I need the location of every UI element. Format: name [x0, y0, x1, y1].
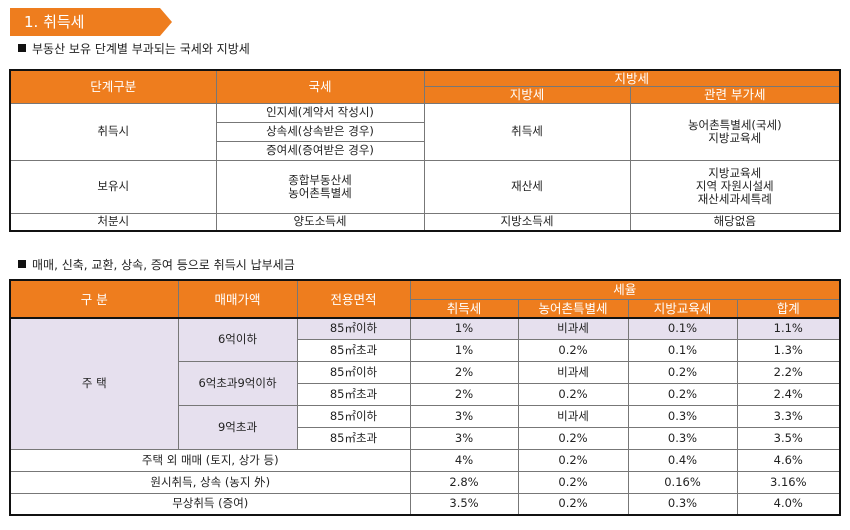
header-rural-special-tax: 농어촌특별세 [517, 298, 629, 319]
local-tax-cell: 지방소득세 [423, 212, 631, 232]
acq-rate: 3% [409, 426, 519, 450]
acq-rate: 2% [409, 382, 519, 406]
edu-rate: 0.2% [627, 382, 738, 406]
housing-label: 주 택 [9, 317, 179, 450]
heading-text: 매매, 신축, 교환, 상속, 증여 등으로 취득시 납부세금 [32, 258, 295, 272]
area-cell: 85㎡이하 [296, 317, 411, 340]
edu-rate: 0.3% [627, 404, 738, 428]
section-title: 1. 취득세 [10, 8, 172, 36]
price-group: 6억초과9억이하 [177, 360, 298, 406]
area-cell: 85㎡초과 [296, 426, 411, 450]
area-cell: 85㎡초과 [296, 338, 411, 362]
heading-acquisition-tax: 매매, 신축, 교환, 상속, 증여 등으로 취득시 납부세금 [18, 257, 295, 273]
rural-rate: 0.2% [517, 426, 629, 450]
edu-rate: 0.4% [627, 448, 738, 472]
acq-rate: 1% [409, 317, 519, 340]
area-cell: 85㎡초과 [296, 382, 411, 406]
total-rate: 4.0% [736, 492, 841, 516]
rural-rate: 비과세 [517, 317, 629, 340]
stage-disposal: 처분시 [9, 212, 217, 232]
header-national-tax: 국세 [215, 69, 425, 104]
total-rate: 1.3% [736, 338, 841, 362]
header-rate-group: 세율 [409, 279, 841, 300]
rural-rate: 비과세 [517, 404, 629, 428]
local-tax-cell: 재산세 [423, 159, 631, 214]
acq-rate: 3.5% [409, 492, 519, 516]
rural-rate: 비과세 [517, 360, 629, 384]
acq-rate: 2.8% [409, 470, 519, 494]
rural-rate: 0.2% [517, 470, 629, 494]
total-rate: 2.2% [736, 360, 841, 384]
price-group: 9억초과 [177, 404, 298, 450]
national-tax-item: 상속세(상속받은 경우) [215, 121, 425, 142]
edu-rate: 0.3% [627, 426, 738, 450]
national-tax-cell: 양도소득세 [215, 212, 425, 232]
edu-rate: 0.16% [627, 470, 738, 494]
rural-rate: 0.2% [517, 338, 629, 362]
header-total: 합계 [736, 298, 841, 319]
rural-rate: 0.2% [517, 492, 629, 516]
national-tax-item: 증여세(증여받은 경우) [215, 140, 425, 161]
related-surtax-cell: 지방교육세 지역 자원시설세 재산세과세특례 [629, 159, 841, 214]
edu-rate: 0.1% [627, 317, 738, 340]
edu-rate: 0.3% [627, 492, 738, 516]
header-area: 전용면적 [296, 279, 411, 319]
stage-acquisition: 취득시 [9, 102, 217, 161]
other-row-label: 주택 외 매매 (토지, 상가 등) [9, 448, 411, 472]
header-acquisition-tax: 취득세 [409, 298, 519, 319]
national-tax-cell: 종합부동산세 농어촌특별세 [215, 159, 425, 214]
tax-by-stage-table: 단계구분 국세 지방세 지방세 관련 부가세 취득시 인지세(계약서 작성시) … [9, 69, 842, 232]
other-row-label: 원시취득, 상속 (농지 外) [9, 470, 411, 494]
header-category: 구 분 [9, 279, 179, 319]
header-price: 매매가액 [177, 279, 298, 319]
edu-rate: 0.1% [627, 338, 738, 362]
total-rate: 3.5% [736, 426, 841, 450]
rural-rate: 0.2% [517, 448, 629, 472]
stage-holding: 보유시 [9, 159, 217, 214]
header-local-tax: 지방세 [423, 85, 631, 104]
header-local-education-tax: 지방교육세 [627, 298, 738, 319]
header-local-tax-group: 지방세 [423, 69, 841, 87]
total-rate: 4.6% [736, 448, 841, 472]
acq-rate: 4% [409, 448, 519, 472]
national-tax-item: 인지세(계약서 작성시) [215, 102, 425, 123]
heading-tax-by-stage: 부동산 보유 단계별 부과되는 국세와 지방세 [18, 41, 250, 57]
acquisition-tax-rate-table: 구 분 매매가액 전용면적 세율 취득세 농어촌특별세 지방교육세 합계 주 택… [9, 279, 842, 516]
heading-text: 부동산 보유 단계별 부과되는 국세와 지방세 [32, 42, 250, 56]
related-surtax-cell: 해당없음 [629, 212, 841, 232]
area-cell: 85㎡이하 [296, 360, 411, 384]
related-surtax-cell: 농어촌특별세(국세) 지방교육세 [629, 102, 841, 161]
price-group: 6억이하 [177, 317, 298, 362]
rural-rate: 0.2% [517, 382, 629, 406]
header-related-surtax: 관련 부가세 [629, 85, 841, 104]
total-rate: 1.1% [736, 317, 841, 340]
square-bullet-icon [18, 44, 26, 52]
acq-rate: 2% [409, 360, 519, 384]
other-row-label: 무상취득 (증여) [9, 492, 411, 516]
area-cell: 85㎡이하 [296, 404, 411, 428]
total-rate: 3.3% [736, 404, 841, 428]
total-rate: 2.4% [736, 382, 841, 406]
local-tax-cell: 취득세 [423, 102, 631, 161]
total-rate: 3.16% [736, 470, 841, 494]
acq-rate: 1% [409, 338, 519, 362]
edu-rate: 0.2% [627, 360, 738, 384]
square-bullet-icon [18, 260, 26, 268]
header-stage: 단계구분 [9, 69, 217, 104]
acq-rate: 3% [409, 404, 519, 428]
